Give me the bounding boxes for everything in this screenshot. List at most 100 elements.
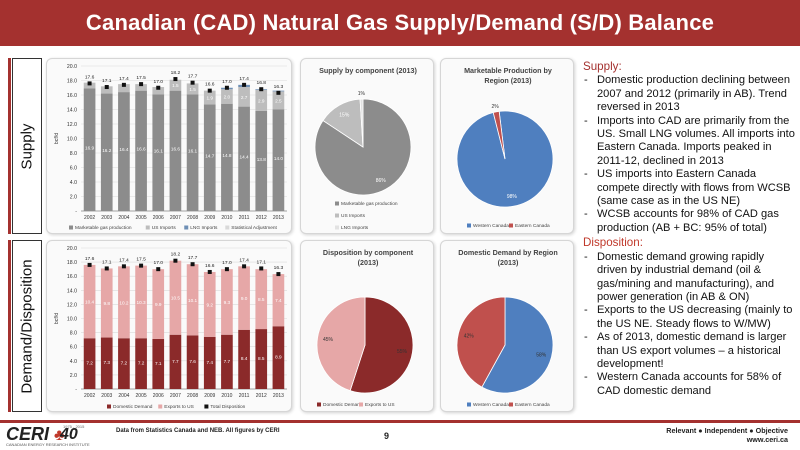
bar-segment-0 (238, 106, 250, 211)
y-tick-label: 18.0 (67, 260, 77, 266)
supply-section-label: Supply (18, 123, 36, 169)
x-tick-label: 2007 (170, 215, 181, 221)
total-marker (173, 77, 178, 82)
bar-value-label: 2.0 (224, 94, 231, 99)
y-tick-label: - (75, 209, 77, 215)
bar-segment-0 (152, 338, 165, 389)
bar-value-label: 13.8 (257, 157, 267, 162)
tagline-values: Relevant ● Independent ● Objective (666, 426, 788, 435)
production-pie-panel: Marketable Production by Region (2013) 98%… (440, 58, 574, 234)
y-axis-label: bcf/d (54, 133, 60, 144)
total-marker (276, 272, 281, 277)
bar-value-label: 14.4 (240, 155, 250, 160)
total-value-label: 17.4 (119, 76, 129, 82)
anniversary-number: 40 (60, 426, 78, 443)
bar-segment-0 (186, 94, 199, 211)
x-tick-label: 2010 (221, 393, 232, 399)
bar-value-label: 7.2 (121, 361, 128, 366)
legend-label: Western Canada (473, 223, 509, 229)
pie-slice (349, 296, 414, 394)
bar-value-label: 7.2 (138, 361, 145, 366)
bar-segment-1 (272, 91, 285, 110)
disposition-pie-chart: Disposition by component(2013) 55% 45% Dome… (316, 248, 414, 408)
total-marker (87, 262, 92, 267)
y-tick-label: 8.0 (70, 331, 77, 337)
bar-segment-0 (221, 334, 233, 389)
bar-value-label: 7.1 (155, 361, 162, 366)
bar-value-label: 16.6 (137, 146, 147, 151)
bar-segment-1 (238, 87, 250, 107)
legend-label: Eastern Canada (515, 402, 550, 408)
bar-segment-0 (272, 109, 285, 211)
commentary-notes: Supply: Domestic production declining be… (583, 60, 795, 398)
bar-value-label: 10.4 (85, 300, 95, 305)
disposition-notes-list: Domestic demand growing rapidly driven b… (583, 251, 795, 398)
footer-rule (0, 420, 800, 450)
bar-value-label: 9.8 (103, 301, 110, 306)
bar-segment-1 (255, 89, 268, 111)
bar-segment-1 (169, 79, 182, 91)
x-tick-label: 2006 (153, 393, 164, 399)
bar-segment-0 (83, 88, 96, 211)
bar-segment-1 (221, 89, 233, 104)
supply-accent-line (8, 58, 11, 234)
x-tick-label: 2005 (136, 215, 147, 221)
bar-segment-0 (83, 338, 96, 389)
x-tick-label: 2002 (84, 215, 95, 221)
legend-swatch (184, 225, 189, 230)
bar-value-label: 10.5 (171, 296, 181, 301)
legend-swatch (509, 223, 513, 228)
pie-value-label: 55% (397, 349, 408, 355)
legend-label: Exports to US (365, 402, 395, 408)
supply-pie-chart: Supply by component (2013) 86% 15% 1% Market… (314, 66, 418, 231)
y-tick-label: 6.0 (70, 166, 77, 172)
total-value-label: 18.2 (171, 252, 181, 258)
pie-value-label: 45% (323, 337, 334, 343)
total-marker (259, 87, 264, 92)
y-tick-label: 12.0 (67, 122, 77, 128)
pie-title: Supply by component (2013) (319, 66, 417, 75)
legend-label: US Imports (341, 213, 366, 219)
x-tick-label: 2010 (221, 215, 232, 221)
x-tick-label: 2013 (273, 215, 284, 221)
y-tick-label: 4.0 (70, 180, 77, 186)
pie-slice (359, 98, 364, 148)
y-tick-label: - (75, 387, 77, 393)
y-tick-label: 20.0 (67, 246, 77, 252)
total-marker (104, 266, 109, 271)
total-value-label: 16.6 (205, 263, 215, 269)
bar-segment-0 (272, 326, 285, 389)
y-tick-label: 10.0 (67, 317, 77, 323)
legend-swatch (359, 402, 363, 407)
bar-value-label: 9.2 (206, 302, 213, 307)
total-value-label: 17.7 (188, 255, 198, 261)
total-value-label: 17.4 (239, 257, 249, 263)
maple-leaf-icon: ♣ (54, 427, 65, 444)
bar-segment-1 (83, 264, 96, 339)
total-marker (207, 88, 212, 93)
bar-segment-1 (186, 264, 199, 336)
total-value-label: 17.6 (85, 256, 95, 262)
demand-section-tab: Demand/Disposition (12, 240, 42, 412)
bar-segment-0 (135, 338, 147, 389)
bar-value-label: 16.4 (119, 147, 129, 152)
demand-pie-panel: Domestic Demand by Region (2013) 58% 42% Wes… (440, 240, 574, 412)
y-tick-label: 4.0 (70, 359, 77, 365)
pie-title: (2013) (498, 258, 519, 267)
legend-swatch (107, 404, 111, 409)
total-marker (173, 258, 178, 263)
bar-value-label: 7.4 (275, 298, 282, 303)
legend-label: Marketable gas production (341, 201, 398, 207)
supply-bar-chart-panel: - 2.0 4.0 6.0 8.0 10.0 12.0 14.0 16.0 18.0 20.0 bcf… (46, 58, 292, 234)
legend-label: Western Canada (473, 402, 509, 408)
legend-swatch (158, 404, 163, 409)
total-value-label: 16.8 (256, 80, 266, 86)
pie-value-label: 42% (464, 334, 475, 340)
x-tick-label: 2013 (273, 393, 284, 399)
bar-value-label: 9.9 (155, 302, 162, 307)
bar-segment-1 (238, 266, 250, 330)
x-tick-label: 2002 (84, 393, 95, 399)
bar-segment-0 (203, 336, 216, 389)
total-marker (121, 82, 126, 87)
